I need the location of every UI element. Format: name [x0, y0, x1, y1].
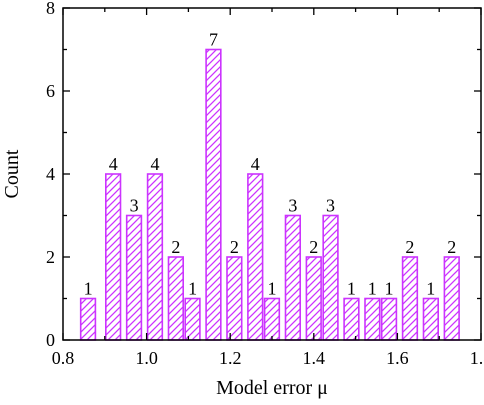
bar-value-label: 2 [405, 237, 414, 257]
histogram-bar [205, 48, 222, 341]
bar-value-label: 2 [447, 237, 456, 257]
histogram-bar [284, 214, 301, 341]
bar-value-label: 1 [385, 279, 394, 299]
bar-value-label: 1 [368, 279, 377, 299]
x-tick-label: 1.6 [386, 348, 409, 368]
x-tick-label: 1.0 [135, 348, 158, 368]
histogram-bar [401, 256, 419, 341]
bar-value-label: 4 [109, 154, 118, 174]
bar-value-label: 1 [268, 279, 277, 299]
y-tick-label: 6 [46, 81, 55, 101]
bar-value-label: 3 [326, 196, 335, 216]
bar-value-label: 1 [84, 279, 93, 299]
histogram-bar [79, 297, 97, 341]
histogram-bar [125, 214, 143, 341]
histogram-bar [422, 297, 439, 341]
histogram-bar [305, 256, 322, 341]
bar-value-label: 3 [288, 196, 297, 216]
x-tick-label: 1.2 [219, 348, 242, 368]
bar-value-label: 7 [209, 30, 218, 50]
histogram-bar [443, 256, 460, 341]
x-tick-label: 1.8 [470, 348, 484, 368]
bar-value-label: 1 [347, 279, 356, 299]
histogram-bar [247, 173, 264, 341]
bar-value-label: 1 [188, 279, 197, 299]
histogram-bar [105, 173, 122, 341]
histogram-bar [263, 297, 281, 341]
x-tick-label: 0.8 [52, 348, 75, 368]
histogram-bar [380, 297, 398, 341]
bar-value-label: 4 [251, 154, 260, 174]
histogram-bar [184, 297, 201, 341]
y-tick-label: 8 [46, 0, 55, 18]
bar-value-label: 2 [171, 237, 180, 257]
histogram-bar [364, 297, 381, 341]
bar-value-label: 1 [426, 279, 435, 299]
y-tick-label: 0 [46, 330, 55, 350]
histogram-bar [322, 214, 339, 341]
x-axis-title: Model error μ [216, 377, 328, 399]
histogram-bar [146, 173, 164, 341]
bar-value-label: 2 [230, 237, 239, 257]
bar-value-label: 4 [151, 154, 160, 174]
histogram-bar [167, 256, 184, 341]
ticks-layer: 0.8 1.0 1.2 1.4 1.6 1.8 0 2 4 6 8 [46, 0, 484, 368]
histogram-bar [226, 256, 243, 341]
y-tick-label: 2 [46, 247, 55, 267]
x-tick-label: 1.4 [303, 348, 326, 368]
bar-value-label: 3 [130, 196, 139, 216]
y-axis-title: Count [1, 149, 23, 198]
histogram-bar [343, 297, 360, 341]
bar-value-label: 2 [309, 237, 318, 257]
y-tick-label: 4 [46, 164, 55, 184]
